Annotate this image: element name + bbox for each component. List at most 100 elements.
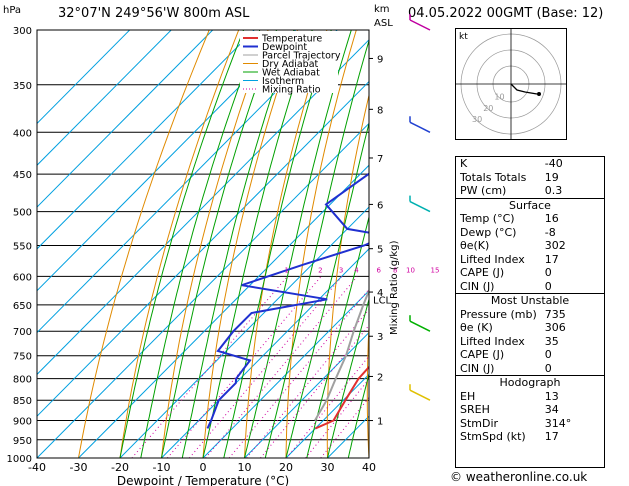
wind-barb — [409, 19, 431, 31]
lcl-label: LCL — [373, 295, 392, 306]
hodograph-unit-label: kt — [459, 32, 468, 42]
index-value: 0 — [544, 348, 552, 361]
index-value: 0.3 — [544, 184, 563, 197]
wet-adiabat-line — [244, 30, 352, 458]
temperature-tick-label: -40 — [28, 461, 46, 474]
wet-adiabat-line — [223, 30, 332, 458]
parcel-trajectory-line — [314, 288, 369, 422]
index-value: 0 — [544, 266, 552, 279]
indices-row: θe(K) 302 — [456, 239, 604, 253]
km-tick-label: 1 — [377, 417, 383, 428]
temperature-tick-label: 0 — [200, 461, 207, 474]
indices-row: θe (K) 306 — [456, 321, 604, 335]
datetime-title: 04.05.2022 00GMT (Base: 12) — [408, 6, 604, 21]
dry-adiabat-line — [406, 30, 440, 458]
section-header-row: Hodograph — [456, 375, 604, 390]
isotherm-line — [327, 415, 369, 458]
index-value: -40 — [544, 157, 563, 170]
km-tick-label: 3 — [377, 332, 383, 343]
indices-row: Temp (°C) 16 — [456, 212, 604, 226]
pressure-tick-label: 550 — [13, 241, 32, 252]
wet-adiabat-line — [347, 372, 369, 458]
hodograph-ring-label: 20 — [483, 104, 493, 113]
index-value: 306 — [544, 321, 566, 334]
temperature-tick-label: -10 — [153, 461, 171, 474]
index-label: Totals Totals — [460, 170, 527, 184]
indices-row: CAPE (J) 0 — [456, 266, 604, 280]
indices-row: CIN (J) 0 — [456, 362, 604, 376]
pressure-tick-label: 300 — [13, 26, 32, 37]
indices-row: EH 13 — [456, 390, 604, 404]
wet-adiabat-line — [181, 30, 295, 458]
index-value: 13 — [544, 389, 559, 403]
pressure-tick-label: 750 — [13, 352, 32, 363]
legend-label: Temperature — [261, 34, 322, 45]
isotherm-line — [78, 164, 369, 458]
km-tick-label: 2 — [377, 372, 383, 383]
index-label: SREH — [460, 403, 490, 416]
indices-row: PW (cm) 0.3 — [456, 184, 604, 198]
wet-adiabat-line — [264, 38, 369, 458]
isotherm-line — [37, 30, 297, 292]
isotherm-line — [37, 30, 214, 208]
pressure-tick-label: 450 — [13, 170, 32, 181]
km-tick-label: 7 — [377, 154, 383, 165]
index-value: 302 — [544, 239, 566, 252]
section-title: Surface — [456, 197, 604, 212]
index-label: CIN (J) — [460, 361, 495, 375]
indices-row: CIN (J) 0 — [456, 280, 604, 294]
pressure-tick-label: 500 — [13, 208, 32, 219]
index-value: 0 — [544, 361, 552, 375]
indices-row: SREH 34 — [456, 403, 604, 417]
km-tick-label: 9 — [377, 54, 383, 65]
wind-barb — [409, 121, 431, 133]
wind-barb — [409, 200, 431, 213]
mixing-ratio-axis-label: Mixing Ratio (g/kg) — [389, 240, 400, 335]
legend-label: Mixing Ratio — [262, 85, 321, 96]
index-value: 35 — [544, 334, 559, 348]
isotherm-line — [37, 30, 338, 334]
pressure-tick-label: 900 — [13, 417, 32, 428]
mixing-ratio-label: 10 — [406, 266, 415, 274]
pressure-tick-label: 1000 — [7, 454, 32, 465]
dry-adiabat-line — [78, 30, 210, 458]
credit-text: © weatheronline.co.uk — [450, 470, 588, 484]
index-value: 314° — [544, 416, 572, 430]
hodograph-ring-label: 30 — [472, 115, 482, 124]
temperature-tick-label: 40 — [362, 461, 376, 474]
isotherm-line — [202, 290, 369, 458]
skewt-chart: 12346810152025hPa30035040045050055060065… — [3, 4, 440, 486]
hodograph-ring-label: 10 — [494, 93, 504, 102]
indices-row: StmDir 314° — [456, 417, 604, 431]
legend-label: Wet Adiabat — [262, 68, 320, 79]
legend-label: Parcel Trajectory — [262, 51, 341, 62]
hodograph-trace — [510, 83, 538, 95]
dry-adiabat-line — [202, 30, 298, 458]
mixing-ratio-label: 6 — [377, 266, 382, 274]
mixing-ratio-label: 1 — [285, 266, 289, 274]
location-title: 32°07'N 249°56'W 800m ASL — [58, 6, 250, 21]
index-value: 735 — [544, 307, 566, 321]
dry-adiabat-line — [244, 30, 328, 458]
temperature-tick-label: -20 — [111, 461, 129, 474]
pressure-tick-label: 700 — [13, 327, 32, 338]
dry-adiabat-line — [366, 317, 369, 458]
index-label: PW (cm) — [460, 184, 507, 197]
index-label: CAPE (J) — [460, 266, 505, 279]
pressure-tick-label: 400 — [13, 128, 32, 139]
legend-label: Dry Adiabat — [262, 59, 319, 70]
temperature-tick-label: -30 — [70, 461, 88, 474]
plot-frame — [36, 29, 370, 459]
wet-adiabat-line — [285, 121, 369, 458]
index-value: 17 — [544, 252, 559, 266]
index-label: Pressure (mb) — [460, 307, 537, 321]
indices-row: K -40 — [456, 157, 604, 171]
wind-barb — [409, 320, 431, 332]
indices-row: StmSpd (kt) 17 — [456, 430, 604, 444]
section-header-row: Most Unstable — [456, 293, 604, 308]
mixing-ratio-label: 4 — [354, 266, 359, 274]
index-value: 0 — [544, 279, 552, 293]
temperature-tick-label: 10 — [238, 461, 252, 474]
